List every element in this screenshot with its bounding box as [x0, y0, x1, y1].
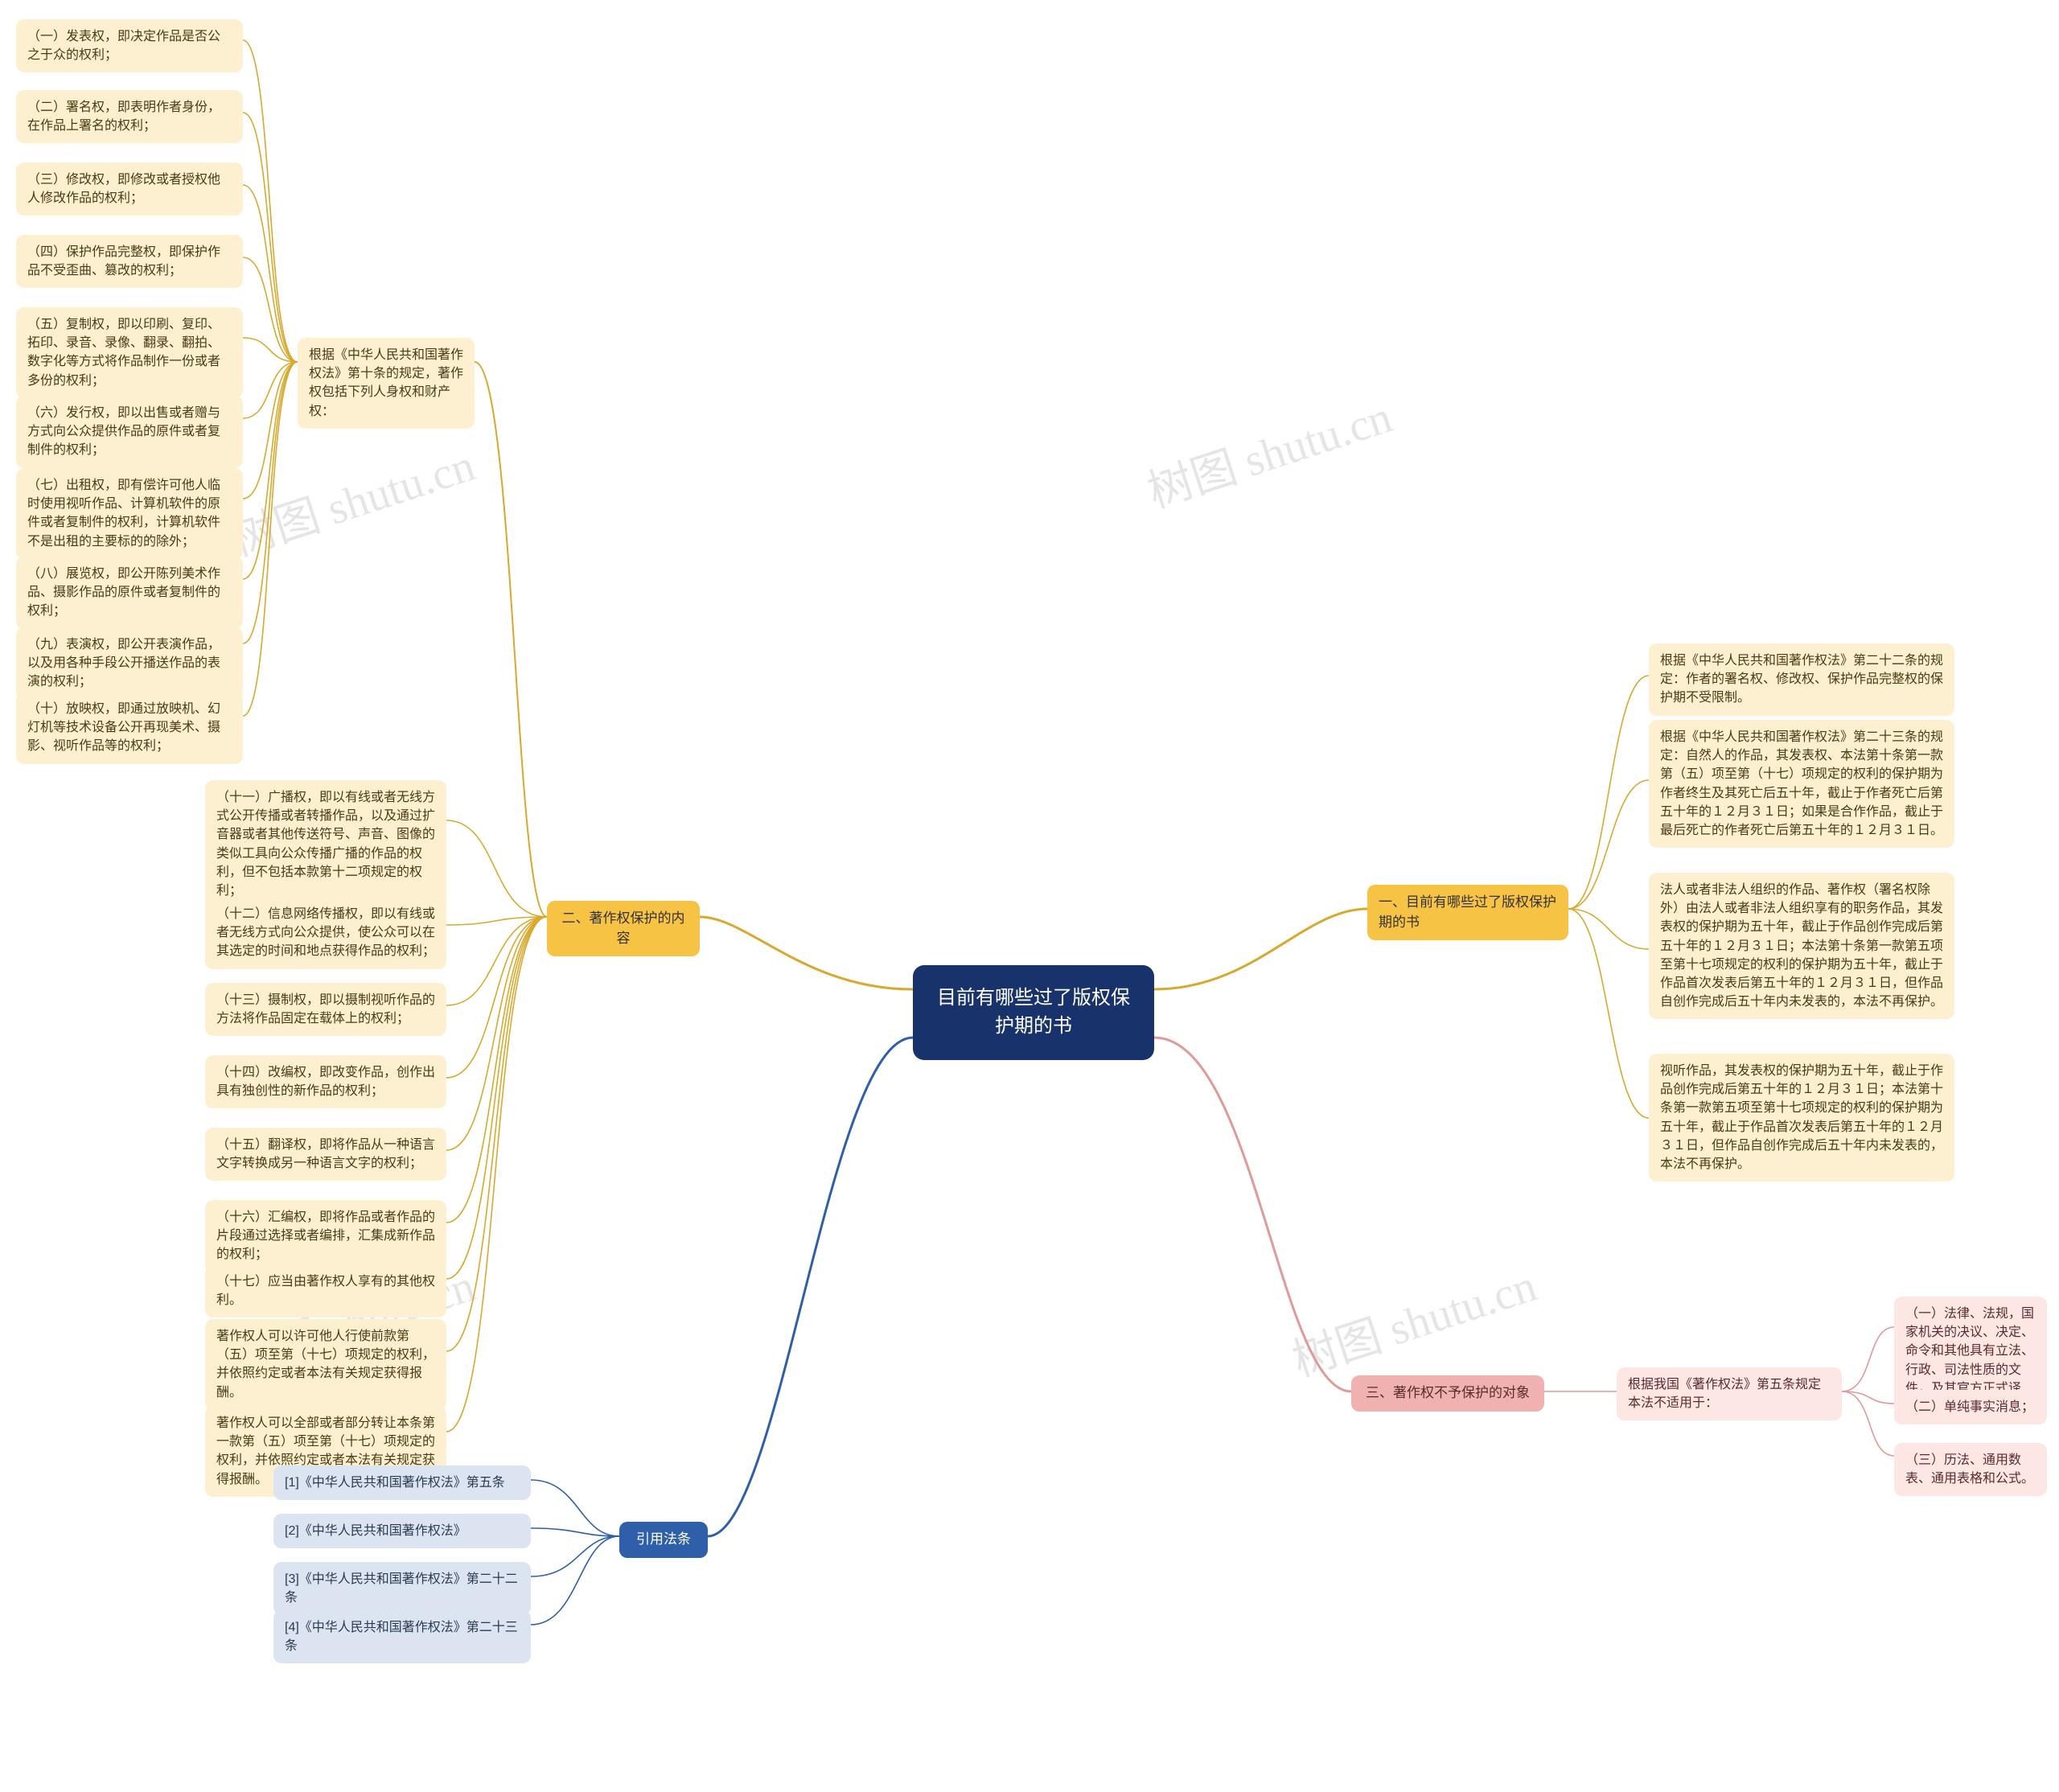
- branch-one-title[interactable]: 一、目前有哪些过了版权保护期的书: [1367, 885, 1568, 940]
- branch-two-item: （十六）汇编权，即将作品或者作品的片段通过选择或者编排，汇集成新作品的权利；: [205, 1200, 446, 1272]
- branch-three-item: （二）单纯事实消息；: [1894, 1390, 2047, 1424]
- center-node[interactable]: 目前有哪些过了版权保护期的书: [913, 965, 1154, 1060]
- branch-two-intro: 根据《中华人民共和国著作权法》第十条的规定，著作权包括下列人身权和财产权：: [298, 338, 475, 429]
- branch-one-item: 根据《中华人民共和国著作权法》第二十三条的规定：自然人的作品，其发表权、本法第十…: [1649, 720, 1954, 848]
- branch-two-title[interactable]: 二、著作权保护的内容: [547, 901, 700, 956]
- branch-two-item: （一）发表权，即决定作品是否公之于众的权利；: [16, 19, 243, 72]
- branch-two-item: 著作权人可以许可他人行使前款第（五）项至第（十七）项规定的权利，并依照约定或者本…: [205, 1319, 446, 1410]
- branch-two-item: （九）表演权，即公开表演作品，以及用各种手段公开播送作品的表演的权利；: [16, 627, 243, 700]
- ref-item: [3]《中华人民共和国著作权法》第二十二条: [273, 1562, 531, 1615]
- branch-one-item: 视听作品，其发表权的保护期为五十年，截止于作品创作完成后第五十年的１２月３１日；…: [1649, 1054, 1954, 1182]
- branch-two-item: （七）出租权，即有偿许可他人临时使用视听作品、计算机软件的原件或者复制件的权利，…: [16, 468, 243, 559]
- ref-item: [1]《中华人民共和国著作权法》第五条: [273, 1465, 531, 1500]
- ref-item: [4]《中华人民共和国著作权法》第二十三条: [273, 1610, 531, 1663]
- branch-three-item: （三）历法、通用数表、通用表格和公式。: [1894, 1443, 2047, 1496]
- branch-two-item: （十五）翻译权，即将作品从一种语言文字转换成另一种语言文字的权利；: [205, 1128, 446, 1181]
- branch-refs-title[interactable]: 引用法条: [619, 1522, 708, 1558]
- branch-two-item: （十）放映权，即通过放映机、幻灯机等技术设备公开再现美术、摄影、视听作品等的权利…: [16, 692, 243, 764]
- branch-two-item: （十三）摄制权，即以摄制视听作品的方法将作品固定在载体上的权利；: [205, 983, 446, 1036]
- branch-two-item: （五）复制权，即以印刷、复印、拓印、录音、录像、翻录、翻拍、数字化等方式将作品制…: [16, 307, 243, 398]
- ref-item: [2]《中华人民共和国著作权法》: [273, 1514, 531, 1548]
- branch-two-item: （三）修改权，即修改或者授权他人修改作品的权利；: [16, 162, 243, 216]
- branch-two-item: （八）展览权，即公开陈列美术作品、摄影作品的原件或者复制件的权利；: [16, 557, 243, 629]
- branch-one-item: 根据《中华人民共和国著作权法》第二十二条的规定：作者的署名权、修改权、保护作品完…: [1649, 643, 1954, 716]
- branch-two-item: （六）发行权，即以出售或者赠与方式向公众提供作品的原件或者复制件的权利；: [16, 396, 243, 468]
- branch-two-item: （十四）改编权，即改变作品，创作出具有独创性的新作品的权利；: [205, 1055, 446, 1108]
- branch-two-item: （十二）信息网络传播权，即以有线或者无线方式向公众提供，使公众可以在其选定的时间…: [205, 897, 446, 969]
- branch-two-item: （十一）广播权，即以有线或者无线方式公开传播或者转播作品，以及通过扩音器或者其他…: [205, 780, 446, 908]
- branch-three-intro: 根据我国《著作权法》第五条规定本法不适用于：: [1617, 1367, 1842, 1420]
- branch-three-title[interactable]: 三、著作权不予保护的对象: [1351, 1375, 1544, 1412]
- watermark: 树图 shutu.cn: [1138, 380, 1399, 520]
- branch-two-item: （四）保护作品完整权，即保护作品不受歪曲、篡改的权利；: [16, 235, 243, 288]
- watermark: 树图 shutu.cn: [1283, 1249, 1543, 1389]
- branch-two-item: （十七）应当由著作权人享有的其他权利。: [205, 1264, 446, 1317]
- branch-one-item: 法人或者非法人组织的作品、著作权（署名权除外）由法人或者非法人组织享有的职务作品…: [1649, 873, 1954, 1019]
- branch-two-item: （二）署名权，即表明作者身份，在作品上署名的权利；: [16, 90, 243, 143]
- watermark: 树图 shutu.cn: [221, 429, 482, 569]
